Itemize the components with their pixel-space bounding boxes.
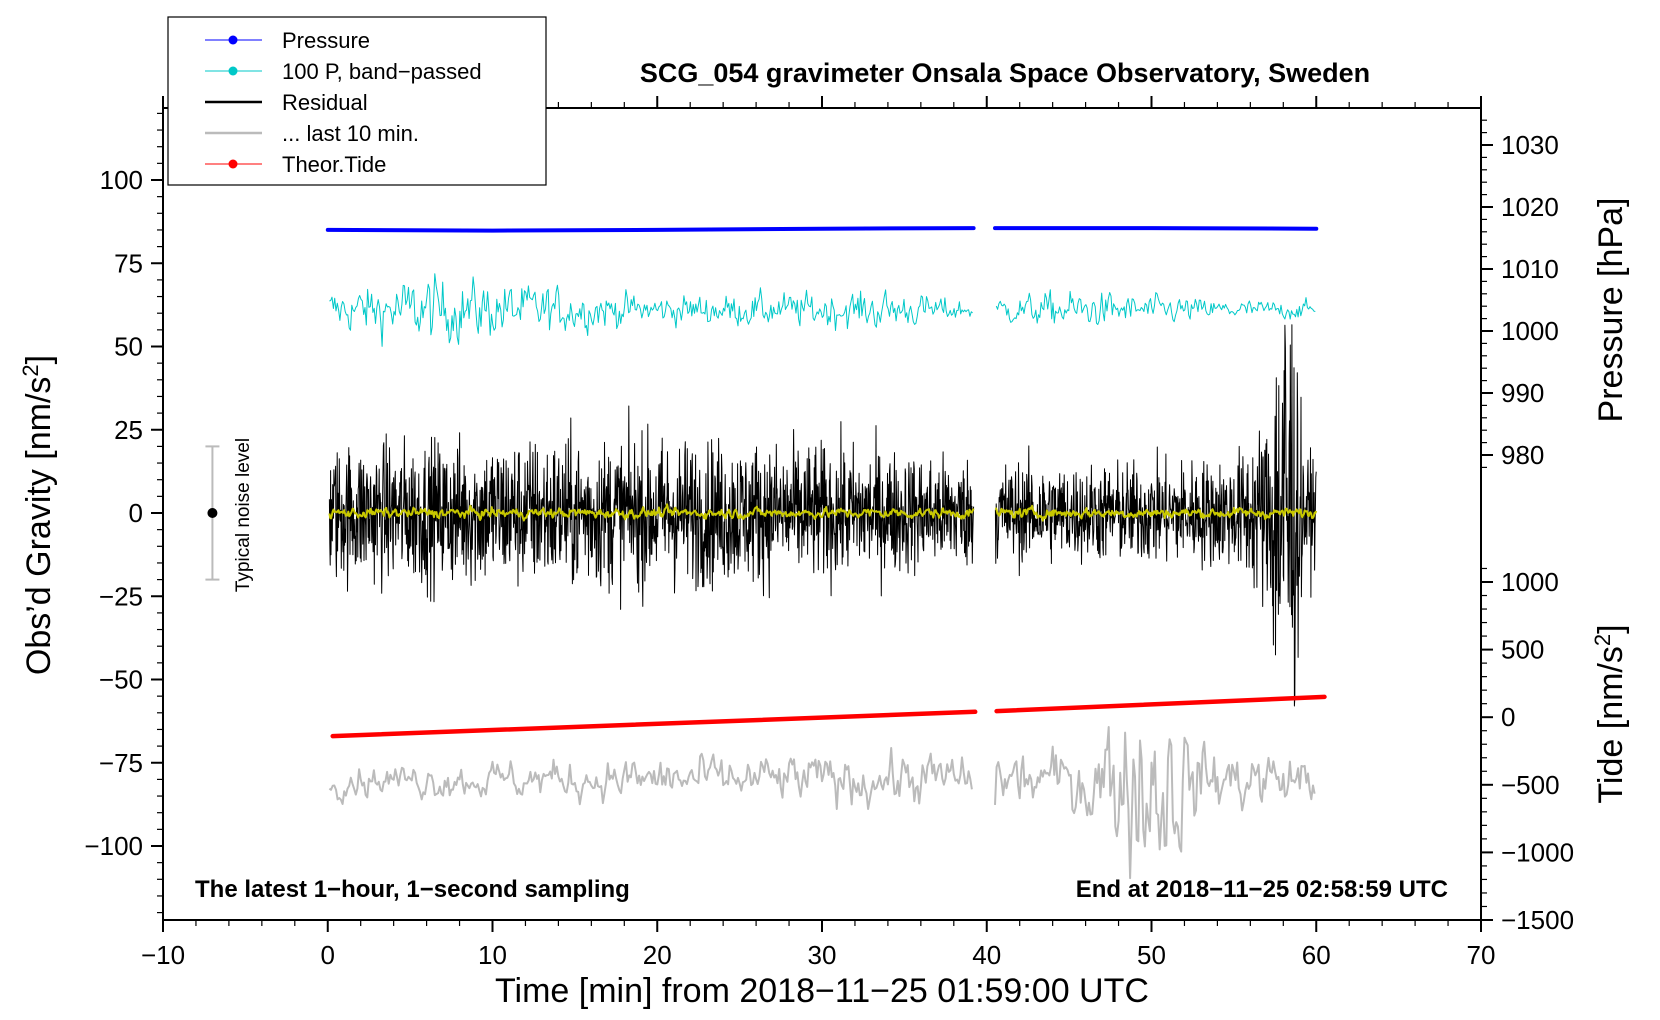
x-tick-label: 70 (1467, 940, 1496, 970)
y-left-tick-label: −25 (99, 581, 143, 611)
y-axis-tide-ticks: 1000 500 0 −500 −1000 −1500 (1481, 567, 1574, 935)
y-tide-tick-label: −1500 (1501, 905, 1574, 935)
sampling-note: The latest 1−hour, 1−second sampling (195, 876, 630, 903)
legend-marker (228, 35, 238, 45)
noise-level-label: Typical noise level (233, 438, 254, 592)
y-left-tick-label: −100 (84, 831, 143, 861)
legend-marker (228, 66, 238, 76)
y-left-tick-label: 75 (114, 248, 143, 278)
y-axis-pressure-ticks: 1030 1020 1010 1000 990 980 (1481, 119, 1559, 470)
series-100-p-band-passed (329, 273, 1316, 347)
chart-title: SCG_054 gravimeter Onsala Space Observat… (640, 58, 1370, 88)
y-axis-tide-title-text: Tide [nm/s (1592, 646, 1630, 803)
y-axis-left-title: Obs’d Gravity [nm/s2] (18, 355, 58, 675)
legend-label: Pressure (282, 28, 370, 53)
y-axis-pressure-title: Pressure [hPa] (1592, 198, 1630, 423)
series-pressure (325, 226, 976, 233)
y-left-tick-label: 50 (114, 332, 143, 362)
x-tick-label: −10 (141, 940, 185, 970)
noise-bar-center-dot (207, 508, 218, 518)
y-axis-left-title-close: ] (20, 355, 58, 364)
series-layer (325, 226, 1327, 880)
y-axis-tide-title-close: ] (1592, 624, 1630, 633)
noise-level-bar (205, 445, 220, 581)
series-residual-smoothed (328, 503, 1318, 522)
y-left-tick-label: −75 (99, 748, 143, 778)
y-left-tick-label: −50 (99, 665, 143, 695)
y-left-tick-label: 100 (100, 165, 143, 195)
y-left-tick-label: 0 (129, 498, 143, 528)
legend-label: Theor.Tide (282, 152, 386, 177)
y-tide-tick-label: −500 (1501, 770, 1560, 800)
x-tick-label: 50 (1137, 940, 1166, 970)
series-residual (328, 324, 1317, 707)
y-pressure-tick-label: 1000 (1501, 316, 1559, 346)
y-left-tick-label: 25 (114, 415, 143, 445)
series-pressure (993, 226, 1319, 231)
y-pressure-tick-label: 980 (1501, 440, 1544, 470)
y-tide-tick-label: 500 (1501, 635, 1544, 665)
legend: Pressure 100 P, band−passed Residual ... la… (167, 16, 547, 186)
y-axis-left-ticks: 100 75 50 25 0 −25 −50 −75 −100 (84, 112, 163, 914)
legend-marker (228, 159, 238, 169)
x-tick-label: 20 (643, 940, 672, 970)
y-axis-tide-title: Tide [nm/s2] (1590, 624, 1630, 803)
y-tide-tick-label: −1000 (1501, 837, 1574, 867)
x-tick-label: 60 (1302, 940, 1331, 970)
series--last-10-min- (328, 726, 1316, 880)
y-tide-tick-label: 0 (1501, 702, 1515, 732)
legend-label: Residual (282, 90, 368, 115)
y-pressure-tick-label: 990 (1501, 378, 1544, 408)
x-tick-label: 0 (321, 940, 335, 970)
y-pressure-tick-label: 1020 (1501, 192, 1559, 222)
x-axis-ticks: −10 0 10 20 30 40 50 60 70 (141, 96, 1496, 970)
x-axis-title: Time [min] from 2018−11−25 01:59:00 UTC (495, 972, 1149, 1010)
y-axis-left-title-text: Obs’d Gravity [nm/s (20, 377, 58, 676)
legend-label: 100 P, band−passed (282, 59, 482, 84)
x-tick-label: 40 (972, 940, 1001, 970)
y-pressure-tick-label: 1010 (1501, 254, 1559, 284)
y-pressure-tick-label: 1030 (1501, 130, 1559, 160)
end-time-note: End at 2018−11−25 02:58:59 UTC (1076, 876, 1448, 903)
x-tick-label: 10 (478, 940, 507, 970)
y-axis-tide-title-exp: 2 (1590, 634, 1615, 646)
legend-label: ... last 10 min. (282, 121, 419, 146)
y-tide-tick-label: 1000 (1501, 567, 1559, 597)
x-tick-label: 30 (808, 940, 837, 970)
y-axis-left-title-exp: 2 (18, 364, 43, 376)
series-theor-tide (994, 694, 1327, 714)
series-theor-tide (330, 709, 978, 739)
